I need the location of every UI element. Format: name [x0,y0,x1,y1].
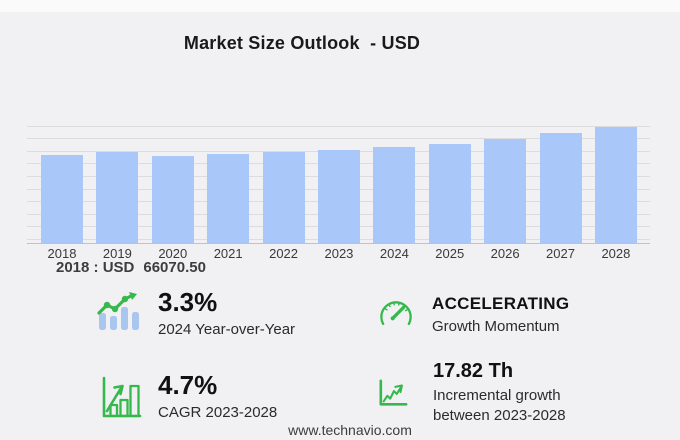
gridline [27,138,650,140]
stat-cagr: 4.7% CAGR 2023-2028 [99,370,278,426]
x-axis-tick-labels: 2018 2019 2020 2021 2022 2023 2024 2025 2026 2027… [41,246,637,261]
gridline [27,125,650,127]
bars-container [41,126,637,243]
x-tick-2028: 2028 [601,246,631,261]
x-tick-2026: 2026 [490,246,520,261]
callout-value: 66070.50 [143,259,206,276]
x-tick-2027: 2027 [546,246,575,261]
trend-line-over-bars-icon [96,292,140,337]
x-tick-2023: 2023 [324,246,354,261]
bar-2022[interactable] [262,152,305,243]
bar-chart-plot-area [27,110,650,244]
stat-yoy-growth: 3.3% 2024 Year-over-Year [96,287,296,340]
x-tick-2022: 2022 [269,246,299,261]
incremental-label: Incremental growth between 2023-2028 [433,387,566,424]
top-strip [0,0,680,12]
bar-2018[interactable] [41,155,83,243]
bar-2024[interactable] [373,147,416,243]
source-url: www.technavio.com [288,422,412,438]
framed-bar-chart-icon [99,375,145,426]
chart-title: Market Size Outlook - USD [183,33,421,53]
bar-2026[interactable] [484,138,527,243]
bar-2027[interactable] [539,133,582,243]
bar-2025[interactable] [428,143,471,243]
cagr-value: 4.7% [158,370,218,400]
speedometer-icon [376,298,416,337]
bar-2028[interactable] [594,126,637,243]
x-tick-2018: 2018 [47,246,77,261]
yoy-label: 2024 Year-over-Year [158,321,296,339]
x-tick-2021: 2021 [213,246,243,261]
yoy-value: 3.3% [158,287,218,317]
stat-incremental-growth: 17.82 Th Incremental growth between 2023… [377,361,593,426]
momentum-value: ACCELERATING [432,294,570,313]
x-tick-2020: 2020 [158,246,188,261]
bar-2019[interactable] [96,152,139,243]
x-tick-2025: 2025 [435,246,465,261]
data-point-callout: 2018 : USD 66070.50 [56,259,206,276]
x-tick-2024: 2024 [379,246,409,261]
bar-2020[interactable] [151,155,194,243]
x-tick-2019: 2019 [102,246,132,261]
callout-prefix: 2018 : USD [56,259,135,276]
bar-2023[interactable] [317,150,360,243]
cagr-label: CAGR 2023-2028 [158,404,278,422]
bar-2021[interactable] [207,153,250,243]
momentum-label: Growth Momentum [432,317,560,335]
axes-trend-arrow-icon [377,378,409,413]
incremental-value: 17.82 Th [433,360,514,382]
stat-growth-momentum: ACCELERATING Growth Momentum [376,295,569,337]
